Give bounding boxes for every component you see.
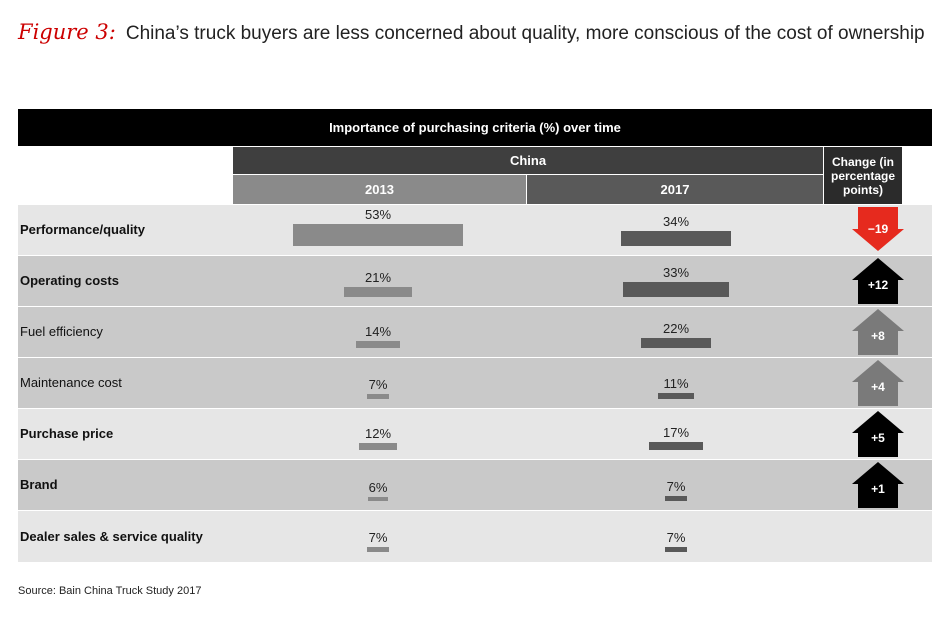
figure-label: Figure 3: [18, 20, 116, 44]
bar-2013 [293, 224, 463, 246]
change-value: −19 [867, 222, 889, 236]
data-label-2017: 7% [666, 479, 686, 495]
bar-2017 [623, 282, 729, 297]
bar-2013 [366, 394, 390, 399]
row-label: Dealer sales & service quality [20, 528, 203, 544]
data-label-2013: 7% [368, 530, 388, 546]
bar-2017 [664, 547, 688, 552]
row-label: Operating costs [20, 273, 119, 288]
change-value: +5 [871, 431, 885, 445]
data-label-2013: 12% [364, 426, 392, 442]
table-row [18, 358, 932, 408]
table-row [18, 205, 932, 255]
arrow-up-icon [852, 309, 904, 355]
table-row [18, 460, 932, 510]
data-label-2013: 21% [364, 270, 392, 286]
change-value: +4 [871, 380, 885, 394]
data-label-2013: 14% [364, 323, 392, 339]
data-label-2017: 11% [663, 375, 689, 391]
arrow-down-icon [852, 207, 904, 251]
data-label-2017: 34% [662, 214, 690, 230]
row-label: Brand [20, 477, 58, 492]
change-header: Change (in percentage points) [824, 147, 902, 204]
table-row [18, 511, 932, 562]
table-row [18, 307, 932, 357]
change-value: +12 [867, 278, 889, 292]
arrow-up-icon [852, 360, 904, 406]
data-label-2017: 7% [666, 530, 686, 546]
data-label-2013: 7% [368, 377, 388, 393]
bar-2017 [658, 392, 694, 399]
bar-2013 [368, 496, 388, 501]
row-label: Fuel efficiency [20, 324, 103, 339]
data-label-2017: 33% [662, 265, 690, 281]
row-label: Performance/quality [20, 222, 145, 237]
data-label-2013: 53% [364, 207, 392, 222]
bar-2013 [366, 547, 390, 552]
figure-title-text: China’s truck buyers are less concerned … [125, 23, 925, 44]
data-label-2017: 22% [662, 320, 690, 336]
arrow-up-icon [852, 258, 904, 304]
row-label: Maintenance cost [20, 375, 122, 390]
table-row [18, 256, 932, 306]
table-row [18, 409, 932, 459]
bar-2017 [648, 441, 704, 450]
bar-2017 [640, 337, 712, 348]
figure-title: Figure 3: China’s truck buyers are less c… [18, 20, 925, 45]
arrow-up-icon [852, 462, 904, 508]
change-header-text: Change (in percentage points) [830, 154, 896, 197]
bar-2013 [344, 287, 412, 297]
data-label-2017: 17% [662, 424, 690, 440]
bar-2013 [358, 443, 398, 450]
bar-2017 [664, 496, 688, 501]
arrow-up-icon [852, 411, 904, 457]
chart-title: Importance of purchasing criteria (%) ov… [18, 109, 932, 146]
row-label: Purchase price [20, 426, 114, 441]
group-header-china: China [233, 147, 823, 174]
change-value: +1 [871, 482, 885, 496]
bar-2017 [621, 231, 731, 246]
change-value: +8 [871, 329, 885, 343]
bar-2013 [355, 340, 401, 348]
year-header-2013: 2013 [233, 175, 526, 204]
source-note: Source: Bain China Truck Study 2017 [18, 585, 202, 597]
year-header-2017: 2017 [527, 175, 823, 204]
data-label-2013: 6% [368, 479, 388, 495]
